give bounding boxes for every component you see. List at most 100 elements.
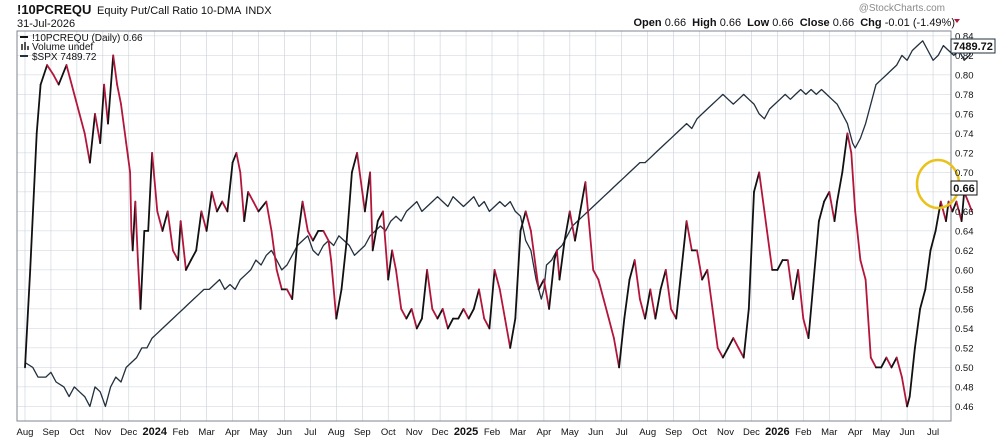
- ratio-segment-rising: [340, 239, 348, 291]
- legend-item-spx: $SPX 7489.72: [32, 52, 97, 63]
- ratio-segment-falling: [156, 210, 164, 232]
- ratio-segment-falling: [151, 151, 159, 213]
- volume-bars-icon: [21, 42, 29, 50]
- ratio-segment-rising: [701, 268, 709, 281]
- y-tick-label: 0.78: [955, 90, 974, 101]
- x-tick-label: Sep: [665, 427, 682, 438]
- x-tick-label: Dec: [120, 427, 137, 438]
- ratio-segment-falling: [125, 142, 132, 174]
- ratio-segment-falling: [737, 346, 745, 359]
- ratio-segment-falling: [797, 268, 805, 320]
- ratio-segment-falling: [828, 190, 836, 223]
- x-tick-label: May: [561, 427, 579, 438]
- ratio-segment-falling: [369, 171, 374, 252]
- x-tick-label: Sep: [354, 427, 371, 438]
- ratio-segment-rising: [405, 307, 413, 320]
- ratio-segment-rising: [195, 210, 203, 252]
- ratio-segment-falling: [854, 210, 862, 262]
- ratio-segment-falling: [524, 210, 532, 232]
- ratio-segment-falling: [766, 229, 774, 271]
- chg-value: -0.01 (-1.49%): [885, 17, 955, 29]
- low-value: 0.66: [772, 17, 793, 29]
- ratio-segment-rising: [39, 64, 48, 86]
- x-tick-label: 2025: [454, 426, 478, 438]
- ratio-segment-falling: [116, 83, 122, 105]
- x-tick-label: Aug: [328, 427, 345, 438]
- ratio-segment-falling: [864, 278, 872, 359]
- ratio-segment-falling: [763, 210, 768, 232]
- high-value: 0.66: [720, 17, 741, 29]
- ratio-segment-falling: [400, 307, 408, 320]
- x-tick-label: Aug: [17, 427, 34, 438]
- y-tick-label: 0.64: [955, 226, 974, 237]
- x-tick-label: Aug: [639, 427, 656, 438]
- x-tick-label: Jun: [588, 427, 603, 438]
- ratio-segment-rising: [35, 83, 42, 135]
- ratio-segment-rising: [951, 200, 958, 213]
- x-tick-label: 2024: [142, 426, 167, 438]
- ratio-segment-rising: [722, 346, 729, 359]
- x-tick-label: Mar: [510, 427, 526, 438]
- ratio-segment-rising: [680, 220, 688, 271]
- ratio-segment-falling: [895, 356, 903, 379]
- ratio-segment-rising: [89, 113, 96, 164]
- ratio-segment-falling: [330, 259, 338, 320]
- y-axis-right: 0.46 0.48 0.50 0.52 0.54 0.56 0.58 0.60 0.62 0.64…: [955, 31, 974, 413]
- close-value: 0.66: [833, 17, 854, 29]
- ratio-segment-falling: [639, 298, 646, 320]
- ratio-segment-falling: [120, 103, 128, 145]
- high-label: High: [692, 17, 717, 29]
- legend-item-ratio: !10PCREQU (Daily) 0.66: [32, 33, 143, 44]
- ratio-segment-falling: [885, 356, 893, 369]
- ratio-segment-falling: [613, 337, 620, 369]
- ratio-segment-rising: [350, 151, 359, 174]
- x-tick-label: Feb: [795, 427, 811, 438]
- ratio-segment-falling: [664, 268, 672, 310]
- description-text: Equity Put/Call Ratio 10-DMA: [97, 5, 242, 17]
- x-tick-label: Sep: [42, 427, 59, 438]
- ratio-segment-rising: [376, 210, 384, 223]
- ratio-segment-rising: [420, 268, 429, 320]
- x-tick-label: Jul: [927, 427, 939, 438]
- ratio-segment-falling: [327, 239, 333, 262]
- ratio-segment-rising: [618, 317, 626, 369]
- ratio-segment-rising: [243, 190, 250, 223]
- x-tick-label: Feb: [172, 427, 188, 438]
- ratio-segment-falling: [758, 171, 766, 213]
- ratio-segment-falling: [716, 346, 724, 359]
- chart-symbol: !10PCREQU: [17, 2, 91, 17]
- ratio-segment-rising: [467, 307, 475, 320]
- ratio-segment-falling: [955, 200, 963, 223]
- y-tick-label: 0.52: [955, 343, 974, 354]
- ratio-segment-falling: [670, 307, 678, 320]
- ratio-segment-falling: [275, 268, 283, 291]
- ratio-segment-falling: [597, 278, 605, 301]
- ratio-segment-rising: [296, 200, 304, 242]
- ratio-segment-rising: [147, 151, 154, 232]
- ratio-segment-falling: [286, 288, 294, 301]
- ratio-segment-falling: [83, 132, 91, 164]
- ratio-segment-rising: [312, 229, 320, 242]
- plot-frame: [16, 30, 952, 422]
- ratio-segment-rising: [960, 190, 966, 223]
- x-tick-label: May: [872, 427, 890, 438]
- x-tick-label: Dec: [432, 427, 449, 438]
- ratio-segment-rising: [579, 181, 587, 213]
- x-tick-label: Oct: [69, 427, 84, 438]
- ratio-segment-rising: [257, 200, 268, 213]
- ratio-segment-falling: [265, 200, 273, 232]
- ratio-segment-rising: [908, 346, 916, 398]
- ratio-segment-rising: [446, 317, 455, 330]
- ratio-segment-rising: [24, 268, 32, 369]
- ratio-segment-rising: [537, 278, 545, 291]
- ratio-segment-falling: [967, 200, 973, 213]
- low-label: Low: [747, 17, 769, 29]
- ratio-segment-falling: [602, 298, 610, 320]
- ratio-segment-falling: [247, 190, 255, 203]
- ratio-segment-rising: [919, 288, 927, 310]
- ratio-segment-rising: [363, 171, 372, 213]
- ratio-segment-falling: [94, 113, 102, 145]
- ratio-segment-rising: [742, 307, 750, 359]
- ratio-segment-rising: [841, 132, 849, 174]
